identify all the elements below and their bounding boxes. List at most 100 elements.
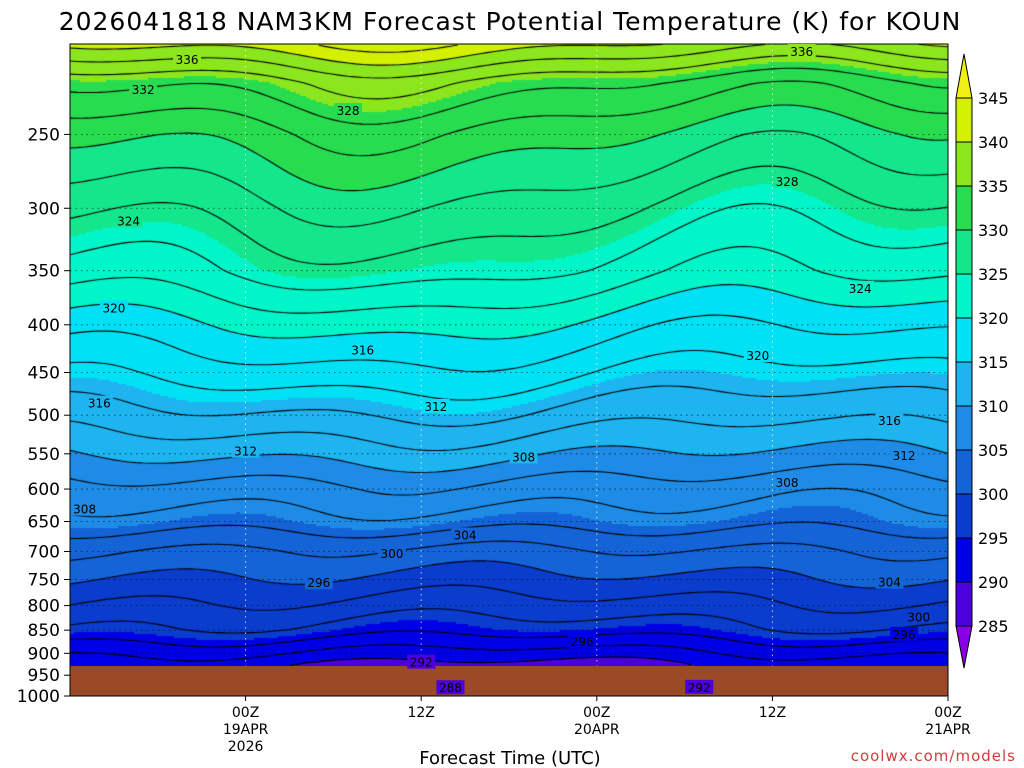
colorbar-label: 315 [978, 353, 1009, 372]
x-tick-label: 12Z [759, 705, 786, 721]
contour-label-text: 316 [351, 343, 374, 357]
y-tick-label: 850 [28, 621, 60, 641]
colorbar-label: 325 [978, 265, 1009, 284]
theta-field [70, 44, 948, 666]
colorbar-label: 285 [978, 617, 1009, 636]
contour-label-bg [436, 680, 465, 695]
contour-label-text: 320 [102, 301, 125, 315]
contour-label-bg [85, 395, 114, 410]
contour-label: 296 [890, 626, 919, 642]
colorbar-label: 290 [978, 573, 1009, 592]
contour-label: 308 [773, 474, 802, 490]
colorbar-band [955, 537, 973, 583]
y-tick-label: 900 [28, 644, 60, 664]
contour-label: 312 [231, 443, 260, 459]
colorbar-label: 320 [978, 309, 1009, 328]
contour-label-bg [904, 609, 933, 624]
contour-label-bg [114, 213, 143, 228]
contour-label-bg [70, 501, 99, 516]
contour-label-text: 296 [571, 635, 594, 649]
contour-label-bg [99, 300, 128, 315]
y-tick-label: 350 [28, 262, 60, 282]
colorbar: 345 340 335 330 325 320 315 310 305 300 295 290 285 [955, 53, 1009, 669]
y-tick-label: 550 [28, 445, 60, 465]
contour-label: 320 [743, 347, 772, 363]
contour-label: 316 [348, 342, 377, 357]
colorbar-label: 310 [978, 397, 1009, 416]
contour-label-text: 288 [439, 681, 462, 695]
y-tick-label: 800 [28, 597, 60, 617]
contour-label: 292 [407, 654, 436, 670]
y-tick-label: 650 [28, 512, 60, 532]
plot-area [69, 43, 949, 697]
x-tick-label: 2026 [228, 739, 264, 755]
plot-frame [69, 43, 949, 697]
contour-label-text: 300 [907, 611, 930, 625]
y-tick-label: 600 [28, 480, 60, 500]
contour-label-bg [129, 81, 158, 96]
colorbar-band [955, 273, 973, 319]
x-tick-label: 12Z [407, 705, 434, 721]
contour-label-text: 316 [878, 414, 901, 428]
contour-label: 332 [129, 81, 158, 97]
contour-label: 288 [436, 680, 465, 695]
colorbar-label: 300 [978, 485, 1009, 504]
contour-label: 296 [304, 575, 333, 590]
colorbar-band [955, 449, 973, 495]
contour-label: 308 [70, 501, 99, 516]
contour-label: 312 [890, 448, 919, 463]
y-axis-labels: 250 300 350 400 450 500 550 600 650 700 750 800 850 9… [17, 125, 70, 707]
y-tick-label: 400 [28, 316, 60, 336]
contour-label-text: 332 [132, 83, 155, 97]
x-tick-label: 00Z [583, 705, 610, 721]
y-tick-label: 950 [28, 666, 60, 686]
contour-label-bg [509, 449, 538, 464]
contour-label-bg [787, 44, 816, 59]
colorbar-top-arrow [955, 53, 973, 99]
contour-label-text: 304 [878, 576, 901, 590]
contour-label-bg [890, 626, 919, 641]
contour-label-text: 308 [512, 450, 535, 464]
contour-label: 316 [85, 395, 114, 411]
contour-label-bg [568, 633, 597, 648]
contour-label-text: 312 [424, 400, 447, 414]
contour-labels: 336 336 332 328 328 324 324 320 320 316 316 316 312 3… [70, 44, 933, 695]
contour-label: 328 [773, 173, 802, 189]
y-tick-label: 450 [28, 364, 60, 384]
contour-label-text: 296 [893, 628, 916, 642]
contour-label: 300 [904, 609, 933, 625]
ground-surface [70, 666, 948, 696]
contour-label-bg [890, 448, 919, 463]
colorbar-label: 295 [978, 529, 1009, 548]
contour-label-text: 312 [893, 449, 916, 463]
x-tick-label: 00Z [232, 705, 259, 721]
contour-label-text: 316 [88, 397, 111, 411]
colorbar-band [955, 141, 973, 187]
contour-label-text: 324 [849, 282, 872, 296]
x-tick-label: 20APR [574, 722, 620, 738]
contour-label: 320 [99, 300, 128, 315]
y-tick-label: 300 [28, 199, 60, 219]
contour-label-text: 308 [73, 502, 96, 516]
contour-label-bg [846, 280, 875, 295]
colorbar-label: 345 [978, 89, 1009, 108]
contour-label-text: 300 [380, 547, 403, 561]
x-tick-label: 00Z [934, 705, 961, 721]
y-tick-label: 500 [28, 406, 60, 426]
colorbar-label: 340 [978, 133, 1009, 152]
contour-label-text: 292 [410, 656, 433, 670]
x-tick-label: 19APR [223, 722, 269, 738]
contour-label-text: 324 [117, 215, 140, 229]
contour-label-bg [773, 173, 802, 188]
contour-label-bg [773, 474, 802, 489]
contour-label-text: 304 [454, 529, 477, 543]
colorbar-band [955, 405, 973, 451]
contour-label-text: 312 [234, 445, 257, 459]
contour-label-bg [421, 399, 450, 414]
colorbar-label: 330 [978, 221, 1009, 240]
contour-label: 336 [787, 44, 816, 59]
y-tick-label: 750 [28, 570, 60, 590]
contour-label-text: 328 [337, 104, 360, 118]
